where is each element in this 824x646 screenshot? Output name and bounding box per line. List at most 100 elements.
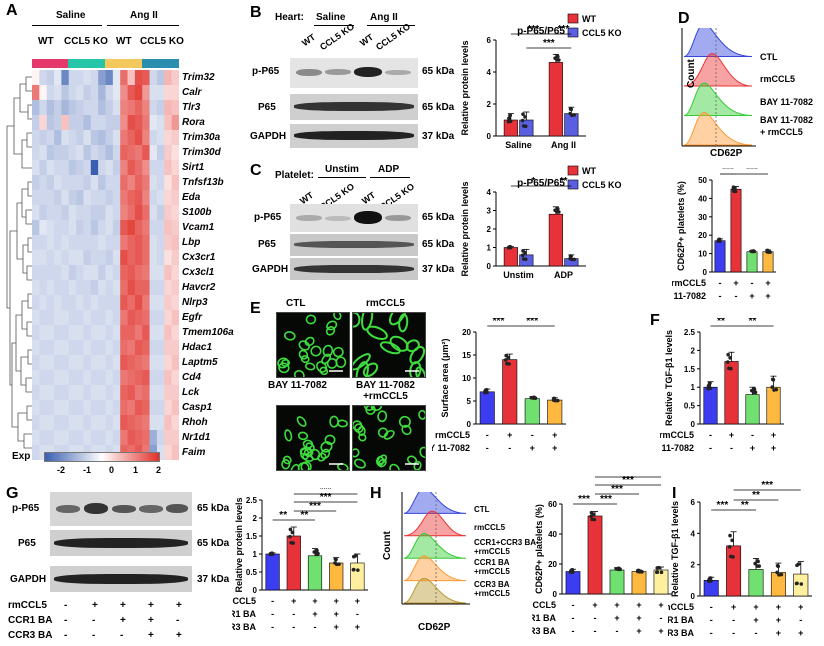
heatmap-cell: [105, 160, 114, 176]
heatmap-cell: [90, 220, 99, 236]
y-tick-label: 10: [698, 250, 707, 259]
heatmap-cell: [142, 175, 150, 191]
heatmap-cell: [120, 190, 128, 206]
blot-c-title: Platelet:: [275, 170, 314, 181]
data-point: [729, 554, 733, 559]
heatmap-cell: [134, 235, 143, 251]
heatmap-cell: [164, 265, 172, 281]
heatmap-cell: [127, 295, 136, 311]
y-tick-label: 0: [487, 262, 492, 271]
heatmap-cell: [61, 130, 70, 146]
treatment-sign: +: [798, 628, 803, 638]
heatmap-cell: [46, 325, 55, 341]
heatmap-cell: [120, 325, 128, 341]
heatmap-cell: [39, 235, 47, 251]
platelet-cell: [376, 455, 385, 467]
blot-c-strip-1: [290, 204, 418, 232]
heatmap-cell: [156, 400, 165, 416]
heatmap-cell: [127, 145, 136, 161]
treatment-sign: +: [753, 602, 758, 612]
data-point: [521, 124, 526, 128]
data-point: [589, 510, 594, 515]
heatmap-cell: [164, 70, 172, 86]
heatmap-cell: [68, 325, 77, 341]
heatmap-cell: [32, 445, 40, 460]
y-tick-label: 1.5: [246, 532, 258, 541]
heatmap-cell: [149, 355, 158, 371]
heatmap-cell: [90, 100, 99, 116]
panel-label-d: D: [678, 10, 690, 27]
data-point: [312, 550, 317, 554]
heatmap-cell: [39, 190, 47, 206]
heatmap-cell: [149, 190, 158, 206]
data-point: [570, 257, 574, 262]
blot-b-kda-1: 65 kDa: [422, 66, 455, 77]
heatmap-cell: [32, 235, 40, 251]
heatmap-cell: [54, 415, 62, 431]
heatmap-cell: [127, 430, 136, 446]
treatment-label: CCR1 BA: [232, 609, 256, 619]
flow-h-ylabel: Count: [382, 531, 393, 560]
heatmap-cell: [32, 295, 40, 311]
heatmap-cell: [171, 370, 179, 386]
significance-label: ***: [600, 494, 612, 505]
significance-label: ***: [320, 488, 332, 495]
heatmap-cell: [149, 325, 158, 341]
blot-g-treat-3: CCR3 BA: [8, 630, 53, 641]
heatmap-cell: [98, 145, 106, 161]
heatmap-cell: [120, 385, 128, 401]
heatmap-sub-ko-1: CCL5 KO: [64, 36, 108, 47]
heatmap-cell: [98, 70, 106, 86]
blot-g-strip-3: [50, 566, 192, 592]
legend-tick-5: 2: [156, 465, 162, 475]
heatmap-cell: [134, 325, 143, 341]
heatmap-cell: [46, 250, 55, 266]
heatmap-cell: [39, 220, 47, 236]
data-point: [614, 567, 618, 571]
treatment-sign: -: [709, 430, 712, 440]
significance-label: ***: [526, 318, 538, 327]
heatmap-cell: [46, 310, 55, 326]
heatmap-cell: [68, 205, 77, 221]
data-point: [553, 56, 557, 60]
heatmap-cell: [149, 85, 158, 101]
heatmap-cell: [32, 325, 40, 341]
heatmap-cell: [134, 340, 143, 356]
flow-histogram: [403, 555, 467, 582]
heatmap-cell: [105, 415, 114, 431]
micro-label-ctl: CTL: [286, 298, 306, 309]
heatmap-cell: [61, 100, 70, 116]
blot-c-row-2: P65: [258, 239, 276, 250]
y-tick-label: 0: [691, 420, 696, 429]
heatmap-cell: [83, 175, 92, 191]
bar: [547, 399, 563, 425]
heatmap-cell: [156, 310, 165, 326]
heatmap-cell: [164, 100, 172, 116]
heatmap-cell: [149, 250, 158, 266]
significance-label: ***: [611, 484, 623, 495]
heatmap-cell: [61, 115, 70, 131]
significance-label: ***: [717, 500, 729, 511]
heatmap-cell: [46, 385, 55, 401]
blot-g-sign: +: [148, 600, 154, 611]
heatmap-cell: [98, 385, 106, 401]
treatment-sign: -: [594, 626, 597, 636]
heatmap-cell: [76, 130, 84, 146]
heatmap-cell: [127, 160, 136, 176]
heatmap-cell: [120, 100, 128, 116]
treatment-sign: -: [735, 291, 738, 301]
heatmap-cell: [46, 340, 55, 356]
heatmap-cell: [171, 325, 179, 341]
heatmap-cell: [54, 265, 62, 281]
heatmap-cell: [105, 235, 114, 251]
heatmap-cell: [39, 325, 47, 341]
heatmap-cell: [171, 310, 179, 326]
heatmap-cell: [68, 160, 77, 176]
flow-d-label-3: BAY 11-7082: [760, 97, 814, 107]
heatmap-cell: [46, 430, 55, 446]
heatmap-cell: [68, 340, 77, 356]
bar: [307, 555, 323, 591]
bar: [730, 188, 742, 273]
y-tick-label: 40: [548, 530, 557, 539]
heatmap-cell: [149, 400, 158, 416]
